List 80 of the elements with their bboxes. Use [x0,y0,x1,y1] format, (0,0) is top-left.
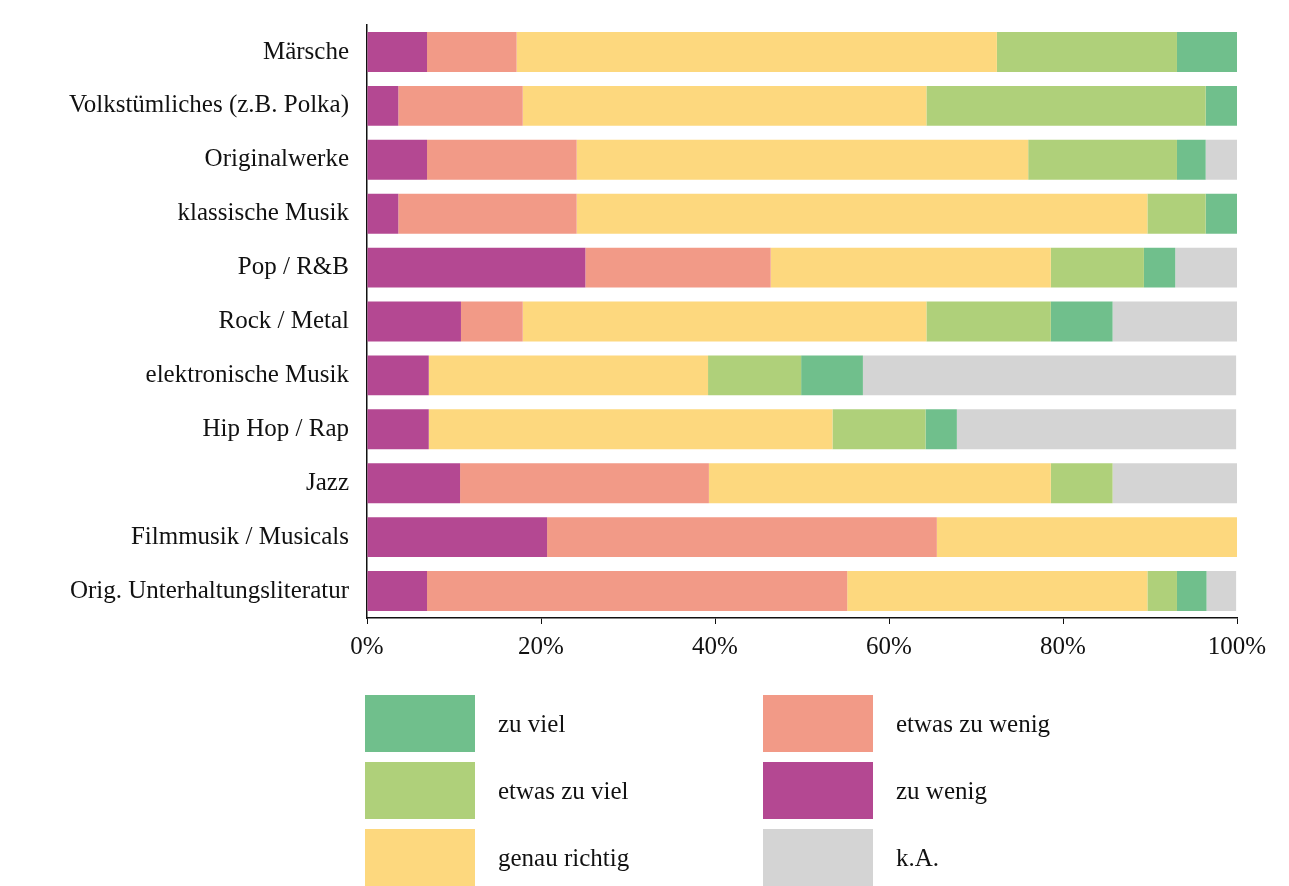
bar [428,409,833,450]
legend-label: zu wenig [896,776,987,805]
bar [862,355,1237,396]
bar [1050,247,1144,288]
bar [367,301,461,342]
bar [996,32,1177,72]
bar [1147,193,1206,234]
bar [1028,139,1177,180]
y-tick-label: Originalwerke [204,144,349,172]
bar [1050,463,1113,504]
bar [1205,139,1237,180]
x-tick-label: 20% [518,631,564,659]
bar [367,247,586,288]
bar [576,139,1029,180]
x-tick-label: 40% [692,631,738,659]
legend-label: genau richtig [498,843,630,872]
y-tick-label: Orig. Unterhaltungsliteratur [69,575,350,603]
bar [367,463,461,504]
bar [926,301,1051,342]
bar [1143,247,1176,288]
bar [708,355,802,396]
bar [847,571,1148,611]
y-tick-label: Hip Hop / Rap [202,413,349,441]
bar [1147,571,1177,611]
bar [1176,571,1207,611]
y-tick-label: elektronische Musik [145,359,350,387]
legend-label: etwas zu wenig [896,709,1051,738]
bar [585,247,771,288]
bar [832,409,926,450]
x-tick-label: 60% [866,631,912,659]
bar [427,32,517,72]
legend-label: zu viel [498,709,566,738]
bar [1112,463,1237,504]
bar [367,571,428,611]
x-tick-label: 0% [350,631,384,659]
bar [1112,301,1237,342]
bar [367,85,399,126]
bar [1205,85,1237,126]
bar [547,517,937,558]
legend-label: etwas zu viel [498,776,629,805]
legend-label: k.A. [896,843,940,872]
bar [460,463,709,504]
bar [708,463,1051,504]
bar [926,85,1206,126]
bar [1205,193,1237,234]
bar [936,517,1237,558]
bar [1176,139,1206,180]
bar [427,139,577,180]
x-tick-label: 80% [1040,631,1086,659]
y-tick-label: Filmmusik / Musicals [130,521,349,549]
y-tick-label: Volkstümliches (z.B. Polka) [68,90,349,119]
bar [1050,301,1113,342]
bar [1206,571,1237,611]
bar [367,32,428,72]
y-tick-label: klassische Musik [177,198,350,226]
bar [398,193,577,234]
bar [1175,247,1237,288]
y-tick-label: Pop / R&B [237,252,349,280]
bar [522,301,927,342]
x-tick-label: 100% [1207,631,1267,659]
bar [516,32,997,72]
bar [460,301,523,342]
bar [576,193,1148,234]
bar [427,571,848,611]
bar [522,85,927,126]
y-tick-label: Rock / Metal [218,306,350,334]
bar [956,409,1237,450]
bar [1176,32,1237,72]
bar [925,409,957,450]
y-tick-label: Jazz [305,467,349,495]
bar [801,355,863,396]
bar [770,247,1051,288]
bar [367,409,429,450]
bar [367,193,399,234]
bar [398,85,523,126]
bar [367,517,548,558]
y-tick-label: Märsche [262,36,349,64]
bar [367,139,428,180]
bar [428,355,709,396]
bar [367,355,429,396]
